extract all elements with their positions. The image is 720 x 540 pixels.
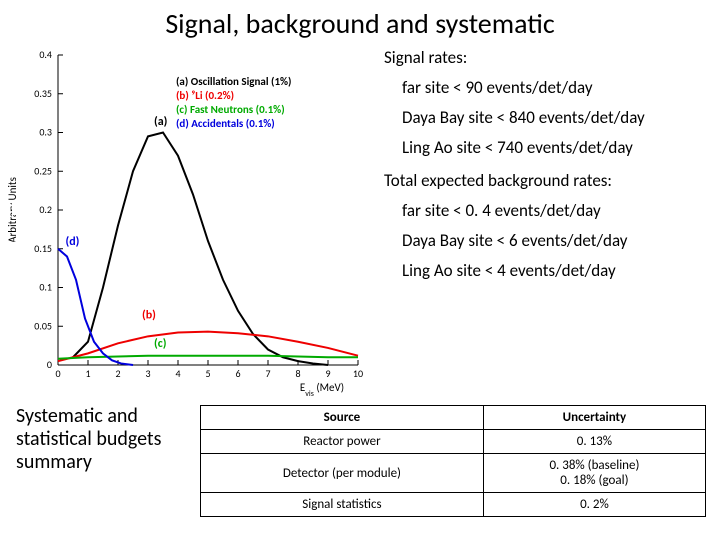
table-header: Uncertainty <box>483 406 705 430</box>
svg-text:1: 1 <box>85 367 90 380</box>
svg-text:(a) Oscillation Signal (1%): (a) Oscillation Signal (1%) <box>176 75 291 88</box>
svg-text:3: 3 <box>145 367 150 380</box>
signal-rate-item: Daya Bay site < 840 events/det/day <box>402 107 720 128</box>
bg-rate-item: far site < 0. 4 events/det/day <box>402 200 720 221</box>
uncertainty-table-wrap: SourceUncertainty Reactor power0. 13%Det… <box>200 405 720 517</box>
svg-text:(c) Fast Neutrons (0.1%): (c) Fast Neutrons (0.1%) <box>176 103 285 116</box>
table-row: Signal statistics0. 2% <box>201 493 706 517</box>
bottom-row: Systematic and statistical budgets summa… <box>0 405 720 517</box>
svg-text:5: 5 <box>205 367 210 380</box>
svg-text:0.15: 0.15 <box>34 242 52 255</box>
slide-title: Signal, background and systematic <box>0 0 720 41</box>
svg-text:0.35: 0.35 <box>34 87 52 100</box>
table-cell: Reactor power <box>201 430 484 454</box>
svg-text:8: 8 <box>295 367 300 380</box>
table-cell: 0. 13% <box>483 430 705 454</box>
bg-rate-item: Ling Ao site < 4 events/det/day <box>402 260 720 281</box>
svg-text:7: 7 <box>265 367 270 380</box>
svg-text:(c): (c) <box>154 337 167 351</box>
svg-text:0: 0 <box>55 367 60 380</box>
svg-text:(d): (d) <box>66 235 80 249</box>
chart: 0 0.05 0.1 0.15 0.2 0.25 0.3 0.35 0.4 0 1 2 3 4 5 6 7 8 9 1… <box>0 45 380 405</box>
table-cell: Signal statistics <box>201 493 484 517</box>
svg-text:(b) ⁹Li (0.2%): (b) ⁹Li (0.2%) <box>176 89 234 102</box>
chart-svg: 0 0.05 0.1 0.15 0.2 0.25 0.3 0.35 0.4 0 1 2 3 4 5 6 7 8 9 1… <box>0 45 380 405</box>
svg-text:9: 9 <box>325 367 330 380</box>
signal-rate-item: far site < 90 events/det/day <box>402 77 720 98</box>
table-row: Detector (per module)0. 38% (baseline)0.… <box>201 454 706 493</box>
svg-text:2: 2 <box>115 367 120 380</box>
svg-text:(d) Accidentals (0.1%): (d) Accidentals (0.1%) <box>176 117 275 130</box>
top-row: 0 0.05 0.1 0.15 0.2 0.25 0.3 0.35 0.4 0 1 2 3 4 5 6 7 8 9 1… <box>0 45 720 405</box>
svg-text:0.25: 0.25 <box>34 164 52 177</box>
svg-text:4: 4 <box>175 367 180 380</box>
svg-text:0.2: 0.2 <box>39 203 52 216</box>
svg-text:6: 6 <box>235 367 240 380</box>
table-cell: 0. 2% <box>483 493 705 517</box>
svg-text:10: 10 <box>353 367 363 380</box>
svg-text:0.05: 0.05 <box>34 319 52 332</box>
svg-text:0: 0 <box>47 358 52 371</box>
table-header: Source <box>201 406 484 430</box>
table-row: Reactor power0. 13% <box>201 430 706 454</box>
svg-text:0.4: 0.4 <box>39 48 52 61</box>
svg-text:(b): (b) <box>142 309 156 323</box>
signal-rates-heading: Signal rates: <box>384 47 720 68</box>
svg-text:0.3: 0.3 <box>39 126 52 139</box>
table-cell: Detector (per module) <box>201 454 484 493</box>
table-cell: 0. 38% (baseline)0. 18% (goal) <box>483 454 705 493</box>
bg-rate-item: Daya Bay site < 6 events/det/day <box>402 230 720 251</box>
uncertainty-table: SourceUncertainty Reactor power0. 13%Det… <box>200 405 706 517</box>
svg-text:Evis (MeV): Evis (MeV) <box>300 381 344 399</box>
svg-text:(a): (a) <box>154 115 167 129</box>
svg-text:0.1: 0.1 <box>39 281 52 294</box>
rates-text: Signal rates: far site < 90 events/det/d… <box>380 45 720 405</box>
budget-summary-label: Systematic and statistical budgets summa… <box>0 405 200 517</box>
signal-rate-item: Ling Ao site < 740 events/det/day <box>402 137 720 158</box>
bg-rates-heading: Total expected background rates: <box>384 170 720 191</box>
